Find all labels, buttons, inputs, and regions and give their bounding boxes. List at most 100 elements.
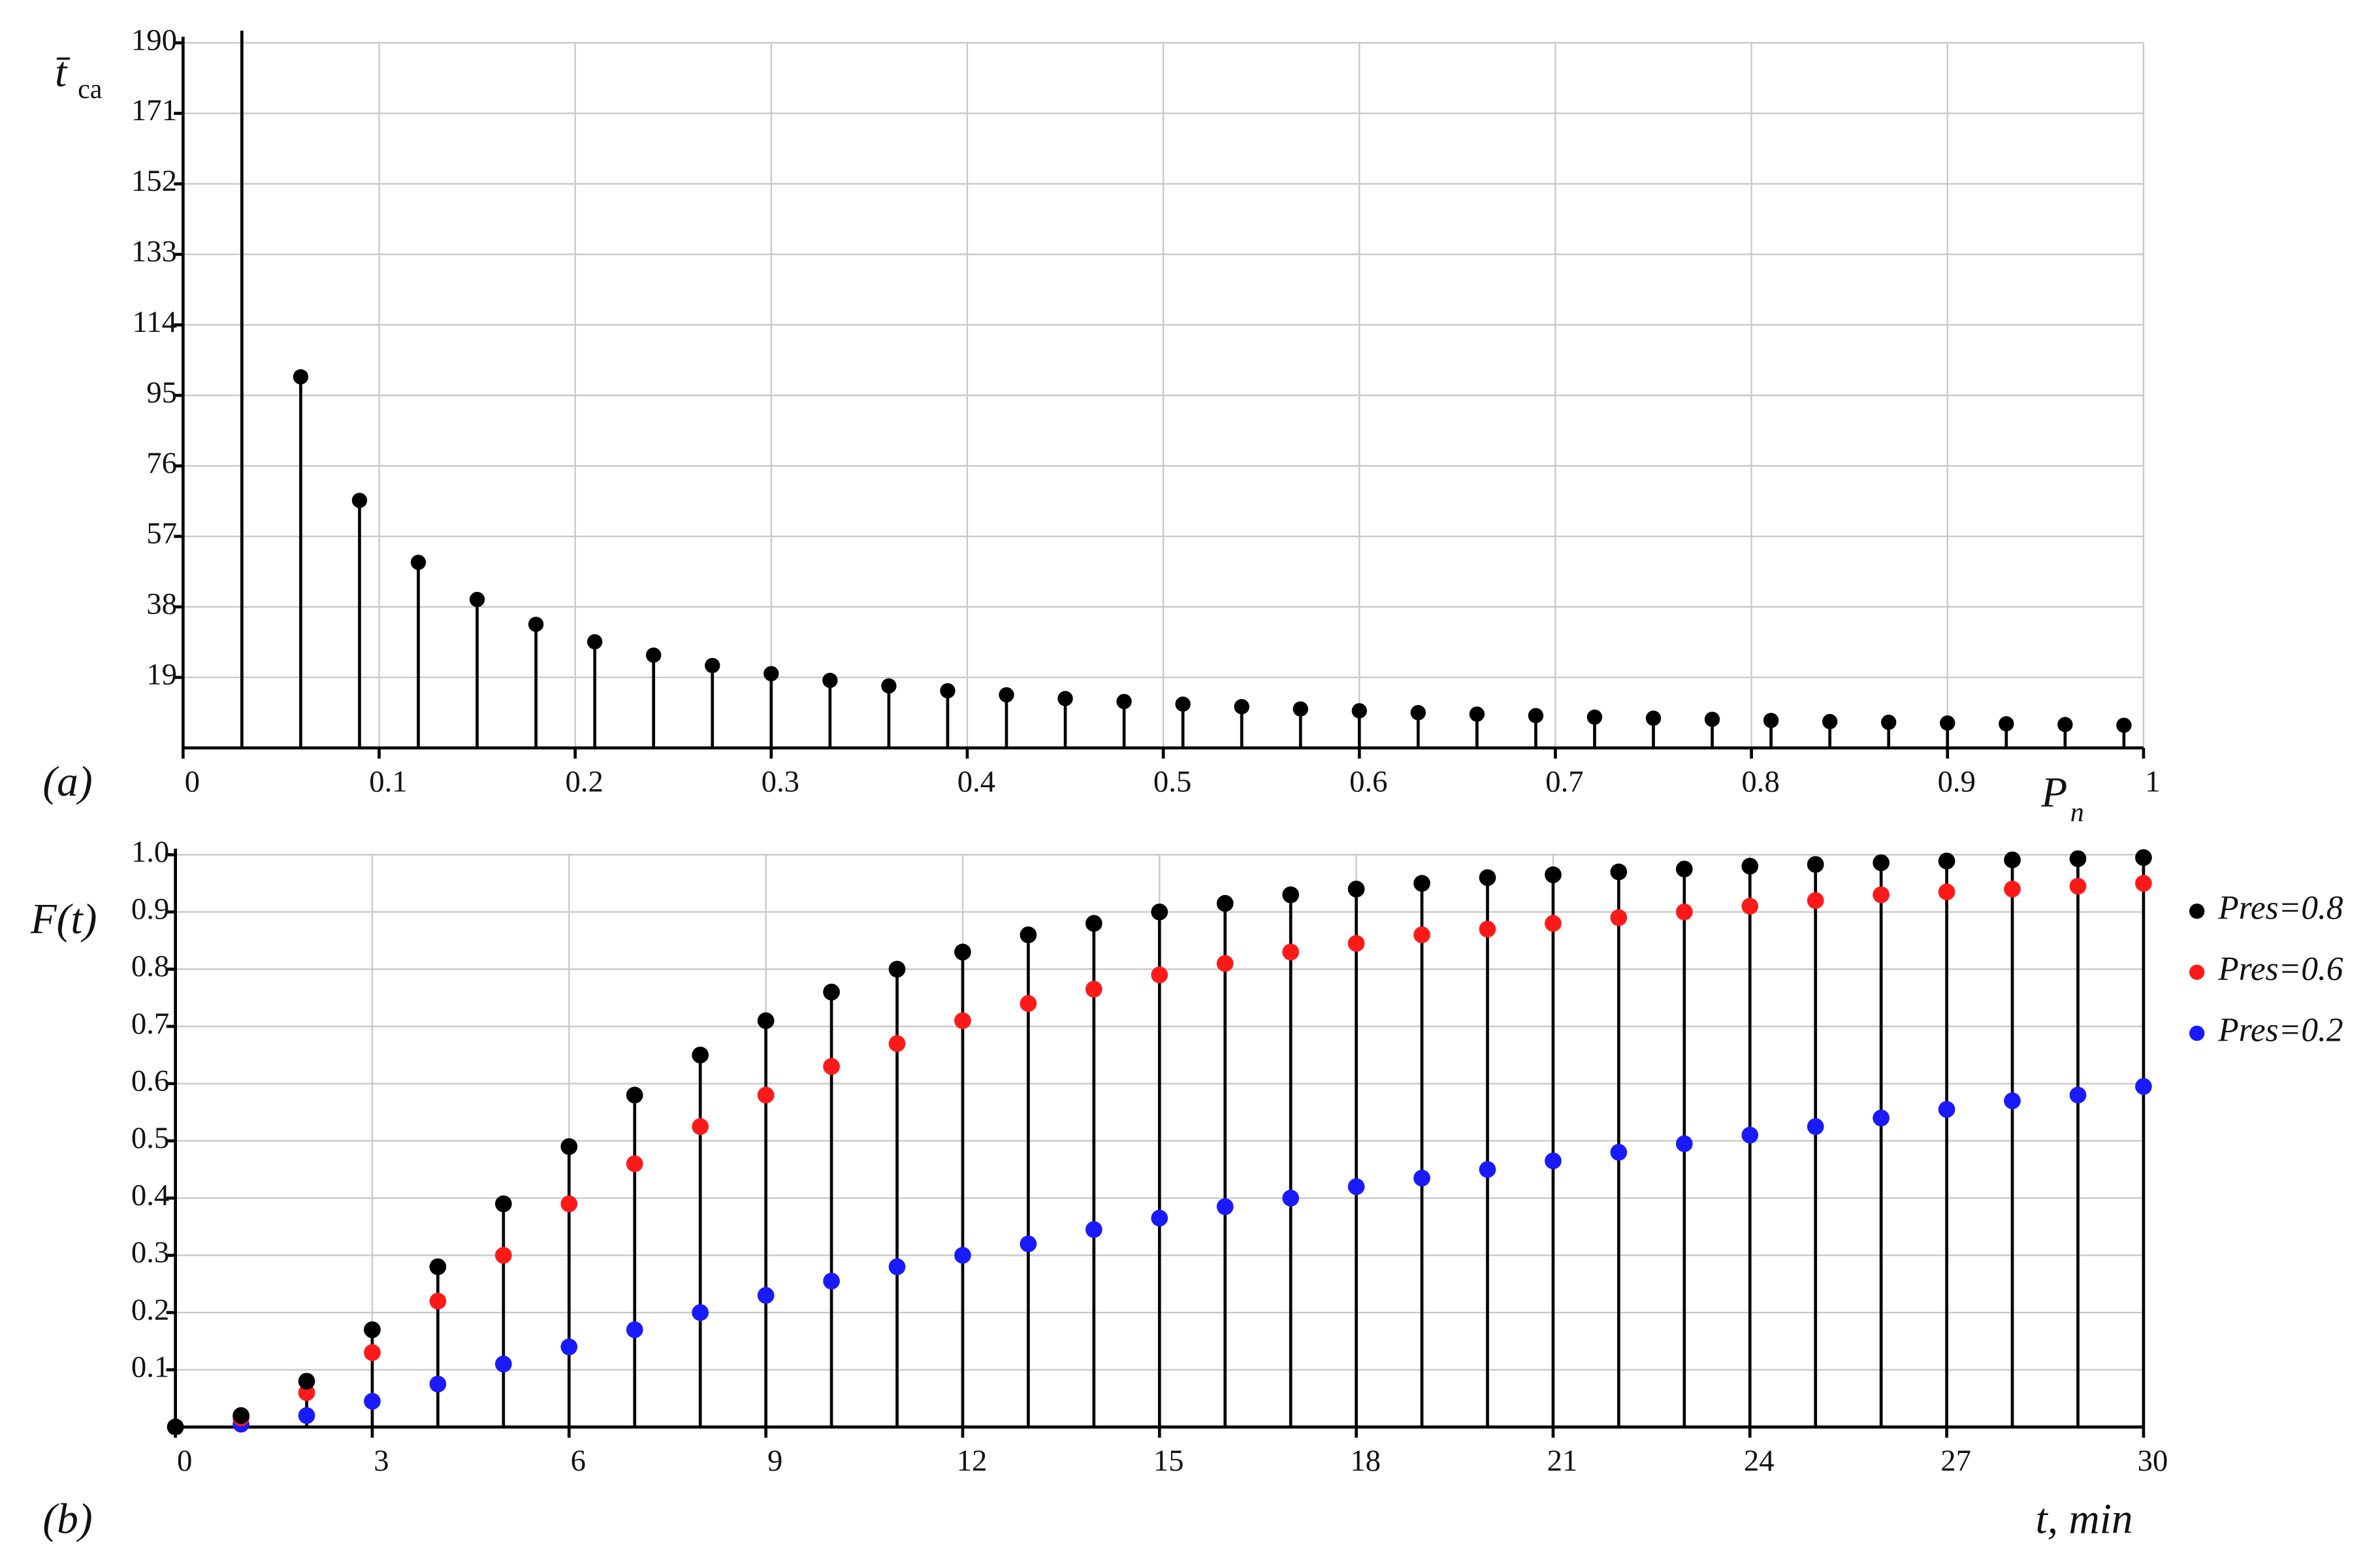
point	[351, 493, 368, 508]
y-tick-label: 171	[131, 93, 177, 127]
point	[494, 1356, 512, 1373]
point	[626, 1086, 643, 1104]
point	[1282, 886, 1300, 904]
legend-marker	[2189, 1025, 2205, 1041]
x-tick-label: 9	[767, 1444, 782, 1478]
point	[298, 1407, 315, 1424]
point	[234, 0, 249, 13]
point	[1586, 709, 1603, 725]
legend-label: Pres=0.6	[2217, 951, 2343, 988]
point	[764, 666, 779, 681]
point	[494, 1247, 512, 1264]
point	[881, 678, 897, 694]
x-tick-label: 1	[2145, 765, 2160, 799]
point	[560, 1138, 578, 1155]
point	[692, 1047, 709, 1064]
y-tick-label: 0.1	[131, 1350, 169, 1384]
y-tick-label: 0.8	[131, 949, 169, 983]
y-tick-label: 0.3	[131, 1235, 169, 1269]
point	[1741, 1126, 1759, 1144]
point	[1675, 904, 1693, 921]
point	[1940, 715, 1955, 731]
point	[410, 555, 426, 570]
point	[233, 1407, 249, 1424]
point	[1545, 1152, 1562, 1169]
point	[757, 1012, 775, 1030]
point	[1938, 853, 1955, 870]
point	[298, 1373, 315, 1390]
y-tick-label: 1.0	[131, 835, 169, 869]
x-tick-label: 0.3	[762, 765, 799, 799]
x-tick-label: 0.5	[1153, 765, 1191, 799]
point	[2004, 880, 2021, 898]
point	[1234, 699, 1249, 715]
point	[1216, 894, 1234, 912]
point	[587, 634, 603, 650]
point	[692, 1304, 709, 1321]
point	[954, 943, 971, 961]
point	[1741, 857, 1759, 875]
point	[626, 1155, 643, 1173]
point	[429, 1375, 447, 1393]
plot-area	[167, 849, 2152, 1435]
x-tick-label: 18	[1350, 1444, 1381, 1478]
point	[1347, 1178, 1365, 1196]
point	[705, 658, 720, 674]
x-tick-label: 6	[571, 1444, 586, 1478]
point	[1085, 915, 1102, 932]
point	[1413, 1169, 1430, 1187]
y-tick-label: 0.5	[131, 1121, 169, 1155]
point	[1413, 926, 1430, 943]
legend-marker	[2189, 964, 2205, 980]
point	[1020, 1235, 1037, 1252]
point	[1610, 863, 1628, 881]
point	[1545, 866, 1562, 883]
point	[2057, 717, 2073, 732]
point	[822, 672, 838, 689]
point	[888, 1258, 906, 1275]
x-axis-label-sub: n	[2070, 798, 2084, 828]
x-tick-label: 15	[1153, 1444, 1184, 1478]
point	[954, 1247, 971, 1264]
point	[1881, 714, 1897, 730]
y-tick-label: 152	[131, 164, 177, 198]
point	[2069, 877, 2087, 895]
point	[1175, 696, 1191, 712]
point	[1020, 995, 1037, 1012]
point	[1610, 909, 1628, 926]
point	[1151, 904, 1168, 921]
x-tick-label: 0.6	[1349, 765, 1387, 799]
point	[167, 1418, 184, 1435]
point	[1151, 1209, 1168, 1227]
point	[1116, 694, 1132, 710]
y-tick-label: 19	[146, 658, 177, 692]
y-tick-label: 133	[131, 235, 177, 269]
point	[1528, 708, 1544, 724]
panel-label: (a)	[42, 759, 92, 806]
plot-area	[234, 0, 2132, 748]
point	[1020, 926, 1037, 943]
point	[2069, 850, 2087, 868]
y-tick-label: 0.7	[131, 1007, 169, 1041]
x-tick-label: 0.4	[957, 765, 995, 799]
x-tick-label: 30	[2138, 1444, 2168, 1478]
point	[1216, 954, 1234, 972]
x-tick-label: 27	[1940, 1444, 1971, 1478]
point	[364, 1321, 381, 1339]
x-tick-label: 0.2	[565, 765, 603, 799]
y-tick-label: 0.2	[131, 1293, 169, 1327]
point	[1347, 880, 1365, 898]
point	[823, 1273, 840, 1290]
legend-label: Pres=0.2	[2217, 1011, 2343, 1049]
point	[2135, 875, 2152, 892]
point	[1410, 705, 1426, 721]
y-tick-label: 76	[146, 446, 177, 480]
point	[999, 687, 1014, 703]
x-axis-label: t, min	[2036, 1495, 2133, 1542]
point	[560, 1195, 578, 1213]
legend-marker	[2189, 904, 2205, 919]
point	[1479, 869, 1496, 887]
point	[1938, 883, 1955, 901]
x-tick-label: 21	[1547, 1444, 1578, 1478]
